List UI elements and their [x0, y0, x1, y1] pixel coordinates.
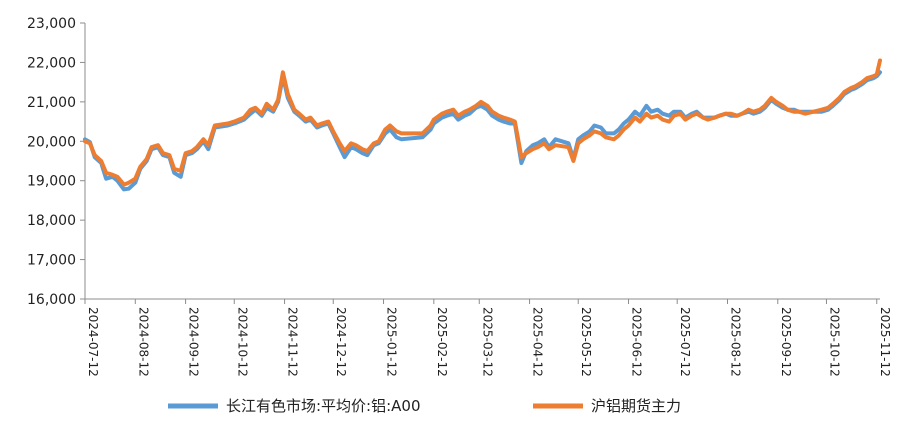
x-tick-label: 2025-08-12: [728, 307, 742, 377]
y-tick-label: 21,000: [27, 95, 76, 111]
x-tick-label: 2024-11-12: [286, 307, 300, 377]
x-tick-label: 2024-10-12: [235, 307, 249, 377]
series-line-1: [83, 70, 882, 192]
x-tick-label: 2025-02-12: [435, 307, 449, 377]
series-line-2: [83, 58, 882, 187]
y-tick-label: 18,000: [27, 213, 76, 229]
y-tick-label: 22,000: [27, 55, 76, 71]
x-tick-label: 2024-08-12: [136, 307, 150, 377]
x-tick-label: 2025-03-12: [480, 307, 494, 377]
y-tick-label: 19,000: [27, 174, 76, 190]
x-axis: 2024-07-12 2024-08-12 2024-09-12 2024-10-12…: [84, 298, 892, 377]
x-tick-label: 2025-11-12: [878, 307, 892, 377]
x-tick-label: 2025-07-12: [678, 307, 692, 377]
legend: 长江有色市场:平均价:铝:A00 沪铝期货主力: [168, 397, 681, 415]
x-tick-label: 2024-12-12: [334, 307, 348, 377]
y-tick-label: 23,000: [27, 16, 76, 32]
series-layer: [83, 58, 882, 192]
y-axis: 16,000 17,000 18,000 19,000 20,000 21,000 22,0…: [27, 16, 86, 308]
x-tick-label: 2025-09-12: [779, 307, 793, 377]
legend-label-2: 沪铝期货主力: [591, 397, 681, 415]
y-tick-label: 17,000: [27, 253, 76, 269]
x-tick-label: 2025-01-12: [385, 307, 399, 377]
x-tick-label: 2024-07-12: [86, 307, 100, 377]
x-tick-label: 2024-09-12: [187, 307, 201, 377]
x-tick-label: 2025-04-12: [531, 307, 545, 377]
y-tick-label: 16,000: [27, 292, 76, 308]
legend-label-1: 长江有色市场:平均价:铝:A00: [226, 397, 421, 415]
x-tick-label: 2025-10-12: [827, 307, 841, 377]
x-tick-label: 2025-05-12: [579, 307, 593, 377]
y-tick-label: 20,000: [27, 134, 76, 150]
x-tick-label: 2025-06-12: [630, 307, 644, 377]
